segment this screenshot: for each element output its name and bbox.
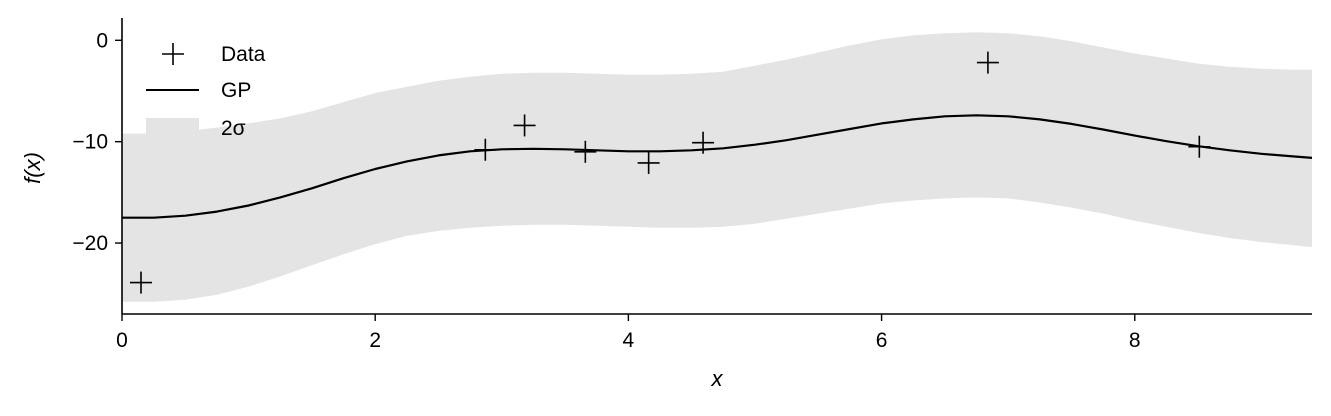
data-point-4	[574, 140, 597, 163]
x-axis-ticks: 0 2 4 6 8	[116, 314, 1141, 352]
x-tick-label: 2	[369, 329, 381, 352]
legend-item-data: Data	[162, 43, 266, 66]
legend-label-band: 2σ	[221, 117, 246, 140]
data-point-5	[637, 151, 660, 174]
legend-item-gp: GP	[146, 79, 251, 102]
confidence-band-layer	[122, 32, 1312, 302]
legend-band-swatch	[146, 118, 199, 137]
y-tick-label: −20	[72, 232, 108, 255]
x-tick-label: 4	[623, 329, 635, 352]
gp-mean-line	[122, 114, 1313, 219]
y-tick-label: 0	[96, 29, 108, 52]
data-points-layer	[129, 51, 1211, 294]
x-tick-label: 8	[1129, 329, 1141, 352]
legend-label-gp: GP	[221, 79, 251, 102]
legend-item-band: 2σ	[146, 117, 246, 140]
data-point-1	[129, 271, 152, 294]
legend-label-data: Data	[221, 43, 266, 66]
plot-area	[122, 32, 1313, 302]
axes: 0 2 4 6 8 0 −10 −20 x f(x)	[20, 18, 1312, 391]
legend: Data GP 2σ	[146, 43, 266, 140]
data-point-8	[1188, 135, 1211, 158]
data-point-3	[513, 114, 536, 137]
gp-mean-line-layer	[122, 114, 1313, 219]
y-tick-label: −10	[72, 131, 108, 154]
x-tick-label: 0	[116, 329, 128, 352]
data-point-7	[976, 51, 999, 74]
x-axis-label: x	[711, 366, 724, 391]
y-axis-label: f(x)	[20, 152, 45, 184]
x-tick-label: 6	[876, 329, 888, 352]
data-point-6	[692, 131, 715, 154]
data-point-2	[474, 138, 497, 161]
y-axis-ticks: 0 −10 −20	[72, 29, 122, 255]
confidence-band-2sigma	[122, 32, 1312, 302]
